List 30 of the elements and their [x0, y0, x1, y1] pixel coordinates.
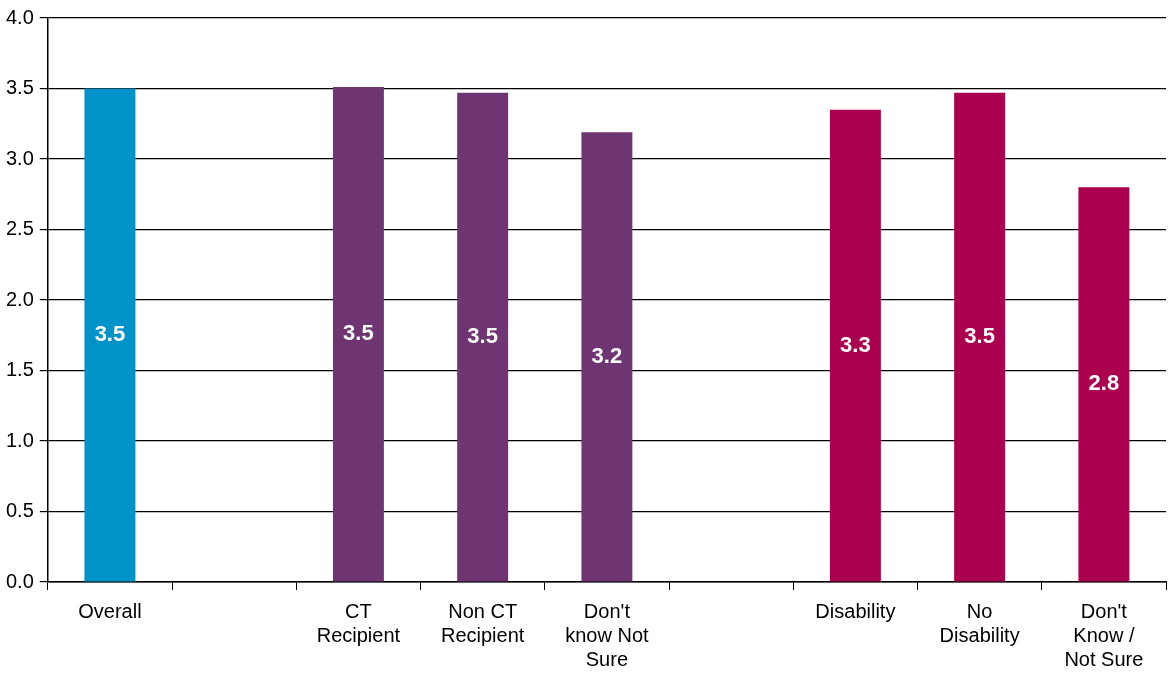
y-tick-label: 3.5 [5, 76, 34, 99]
data-label: 3.5 [964, 323, 995, 349]
y-tick-label: 0.0 [5, 569, 34, 592]
x-tick-label: Non CT Recipient [440, 599, 525, 646]
x-tick-label: Disability [815, 599, 896, 622]
data-label: 2.8 [1088, 370, 1120, 396]
y-tick-label: 4.0 [5, 5, 34, 28]
data-label: 3.3 [840, 331, 871, 357]
bar [829, 109, 881, 582]
bar [84, 88, 136, 582]
bar [1078, 187, 1130, 582]
x-tick-label: No Disability [939, 599, 1020, 646]
y-tick-label: 1.5 [5, 358, 34, 381]
y-tick-label: 0.5 [5, 499, 34, 522]
bar [581, 132, 633, 582]
data-label: 3.5 [343, 320, 374, 346]
x-tick-label: Overall [78, 599, 142, 622]
x-tick-label: Don't Know / Not Sure [1064, 599, 1144, 670]
data-label: 3.5 [467, 323, 498, 349]
bar [457, 92, 509, 582]
data-label: 3.2 [591, 342, 623, 368]
bar [332, 87, 384, 582]
bar [954, 92, 1006, 582]
y-tick-label: 2.0 [5, 287, 34, 310]
data-label: 3.5 [94, 321, 126, 347]
x-tick-label: Don't know Not Sure [565, 599, 650, 670]
x-tick-label: CT Recipient [316, 599, 401, 646]
y-tick-label: 2.5 [5, 217, 34, 240]
y-tick-label: 1.0 [5, 428, 34, 451]
y-tick-label: 3.0 [5, 146, 34, 169]
